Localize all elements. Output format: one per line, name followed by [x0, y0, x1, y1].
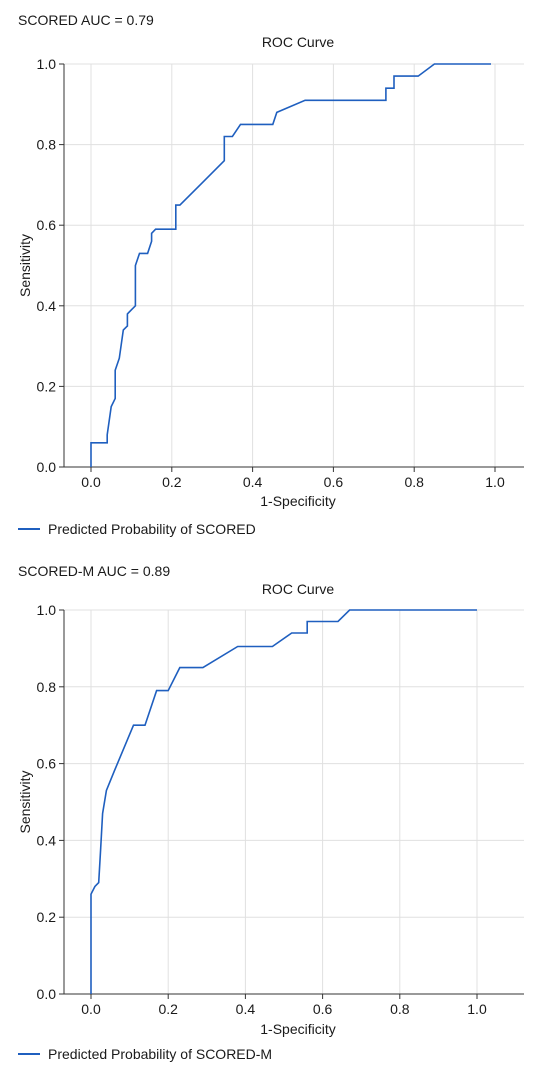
- x-tick-label: 0.0: [81, 474, 101, 490]
- y-tick-label: 1.0: [37, 56, 57, 72]
- y-tick-label: 0.0: [37, 986, 57, 1002]
- chart-title: ROC Curve: [262, 581, 335, 597]
- y-tick-label: 0.0: [37, 459, 57, 475]
- panel-header-scored-m: SCORED-M AUC = 0.89: [18, 563, 171, 579]
- y-tick-label: 0.2: [37, 909, 57, 925]
- legend-line-icon: [18, 1053, 40, 1055]
- y-tick-label: 0.6: [37, 756, 57, 772]
- legend-line-icon: [18, 528, 40, 530]
- y-tick-label: 0.2: [37, 378, 57, 394]
- legend-scored-m: Predicted Probability of SCORED-M: [18, 1046, 272, 1062]
- x-tick-label: 1.0: [467, 1001, 487, 1017]
- x-tick-label: 0.8: [390, 1001, 410, 1017]
- y-tick-label: 1.0: [37, 602, 57, 618]
- y-tick-label: 0.4: [37, 298, 57, 314]
- x-tick-label: 0.8: [404, 474, 424, 490]
- x-tick-label: 0.6: [313, 1001, 333, 1017]
- x-tick-label: 0.2: [158, 1001, 178, 1017]
- x-tick-label: 0.2: [162, 474, 182, 490]
- y-tick-label: 0.8: [37, 137, 57, 153]
- chart-title: ROC Curve: [262, 34, 335, 50]
- roc-chart-scored-m: 0.0 0.2 0.4 0.6 0.8 1.0 0.0 0.2 0.4 0.6 0.8 1.0 ROC …: [17, 581, 524, 1037]
- x-tick-label: 1.0: [485, 474, 505, 490]
- x-tick-label: 0.0: [81, 1001, 101, 1017]
- y-tick-label: 0.8: [37, 679, 57, 695]
- y-tick-label: 0.4: [37, 832, 57, 848]
- roc-curve-line: [90, 63, 491, 467]
- x-tick-label: 0.6: [324, 474, 344, 490]
- x-axis-label: 1-Specificity: [260, 493, 335, 509]
- legend-label-scored: Predicted Probability of SCORED: [48, 521, 256, 537]
- y-axis-label: Sensitivity: [17, 770, 33, 833]
- y-tick-label: 0.6: [37, 217, 57, 233]
- roc-chart-scored: 0.0 0.2 0.4 0.6 0.8 1.0 0.0 0.2 0.4 0.6 0.8 1.0 ROC …: [17, 34, 524, 509]
- legend-scored: Predicted Probability of SCORED: [18, 521, 256, 537]
- legend-label-scored-m: Predicted Probability of SCORED-M: [48, 1046, 273, 1062]
- x-tick-label: 0.4: [236, 1001, 256, 1017]
- y-axis-label: Sensitivity: [17, 234, 33, 297]
- roc-curve-line: [90, 609, 477, 994]
- panel-header-scored: SCORED AUC = 0.79: [18, 12, 154, 28]
- x-tick-label: 0.4: [243, 474, 263, 490]
- x-axis-label: 1-Specificity: [260, 1021, 335, 1037]
